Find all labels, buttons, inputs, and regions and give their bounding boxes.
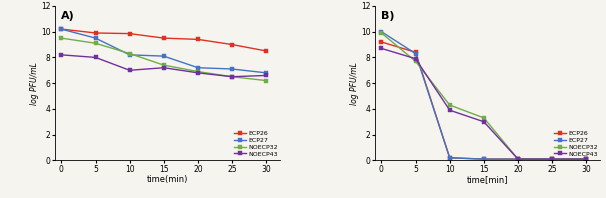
NOECP32: [548, 158, 556, 160]
Line: NOECP43: NOECP43: [59, 52, 268, 79]
NOECP32: [195, 70, 202, 73]
ECP26: [378, 41, 385, 43]
NOECP32: [92, 42, 99, 45]
NOECP43: [514, 158, 522, 160]
ECP27: [195, 67, 202, 69]
ECP27: [514, 158, 522, 160]
ECP26: [548, 158, 556, 160]
Legend: ECP26, ECP27, NOECP32, NOECP43: ECP26, ECP27, NOECP32, NOECP43: [553, 130, 599, 157]
Line: NOECP32: NOECP32: [59, 36, 268, 83]
NOECP43: [195, 72, 202, 74]
NOECP32: [480, 117, 487, 119]
ECP26: [228, 43, 236, 46]
NOECP43: [412, 57, 419, 60]
NOECP43: [378, 47, 385, 50]
NOECP32: [412, 60, 419, 63]
ECP26: [412, 51, 419, 53]
X-axis label: time[min]: time[min]: [467, 175, 508, 184]
ECP27: [262, 72, 270, 74]
ECP27: [378, 30, 385, 33]
Line: ECP27: ECP27: [59, 27, 268, 75]
ECP27: [92, 37, 99, 39]
NOECP32: [378, 32, 385, 34]
Legend: ECP26, ECP27, NOECP32, NOECP43: ECP26, ECP27, NOECP32, NOECP43: [233, 130, 279, 157]
ECP26: [480, 158, 487, 160]
ECP27: [412, 52, 419, 55]
NOECP43: [548, 158, 556, 160]
ECP26: [262, 50, 270, 52]
NOECP43: [480, 121, 487, 123]
Line: ECP26: ECP26: [59, 27, 268, 53]
NOECP32: [582, 158, 590, 160]
NOECP32: [514, 158, 522, 160]
Line: ECP27: ECP27: [379, 29, 588, 162]
X-axis label: time(min): time(min): [147, 175, 188, 184]
ECP27: [58, 28, 65, 30]
NOECP43: [92, 56, 99, 59]
NOECP32: [126, 52, 133, 55]
NOECP43: [228, 75, 236, 78]
NOECP32: [262, 79, 270, 82]
Y-axis label: log PFU/mL: log PFU/mL: [350, 62, 359, 105]
Text: A): A): [61, 10, 75, 21]
ECP26: [58, 28, 65, 30]
ECP26: [514, 158, 522, 160]
ECP26: [126, 32, 133, 35]
NOECP43: [582, 158, 590, 160]
ECP27: [126, 54, 133, 56]
NOECP43: [160, 67, 167, 69]
Line: NOECP43: NOECP43: [379, 46, 588, 162]
ECP26: [446, 157, 453, 159]
NOECP43: [58, 54, 65, 56]
ECP27: [160, 55, 167, 57]
NOECP43: [262, 74, 270, 77]
ECP26: [582, 158, 590, 160]
ECP27: [582, 158, 590, 160]
NOECP43: [446, 109, 453, 111]
ECP27: [446, 157, 453, 159]
ECP26: [160, 37, 167, 39]
ECP27: [228, 68, 236, 70]
NOECP32: [58, 37, 65, 39]
ECP27: [480, 158, 487, 160]
ECP27: [548, 158, 556, 160]
NOECP43: [126, 69, 133, 71]
NOECP32: [228, 75, 236, 78]
Y-axis label: log PFU/mL: log PFU/mL: [30, 62, 39, 105]
Text: B): B): [381, 10, 395, 21]
ECP26: [92, 32, 99, 34]
Line: ECP26: ECP26: [379, 40, 588, 162]
ECP26: [195, 38, 202, 41]
NOECP32: [160, 64, 167, 66]
NOECP32: [446, 104, 453, 106]
Line: NOECP32: NOECP32: [379, 30, 588, 162]
